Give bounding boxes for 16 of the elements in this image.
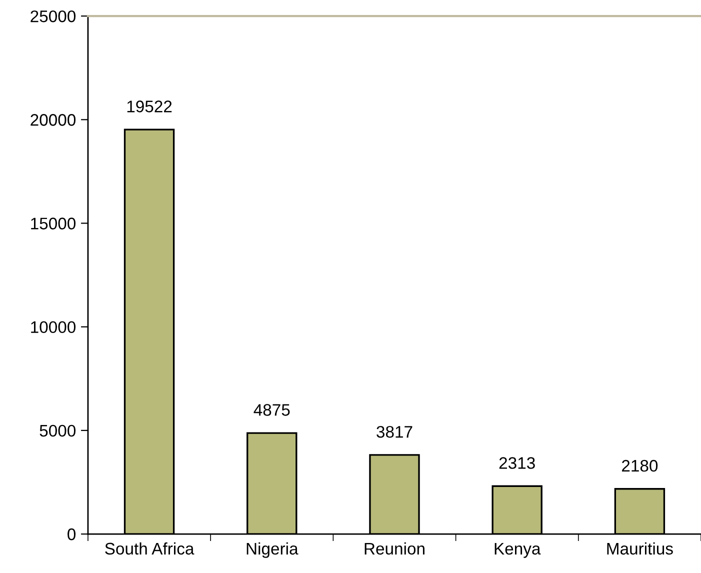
data-label: 2313 [499, 457, 535, 469]
x-tick-label: Reunion [364, 542, 424, 555]
y-tick-label: 25000 [30, 10, 76, 22]
y-tick-label: 0 [68, 528, 76, 540]
x-tick-label: South Africa [105, 542, 194, 555]
data-label: 2180 [622, 460, 658, 472]
x-tick-label: Nigeria [246, 542, 298, 558]
y-tick-label: 5000 [40, 424, 76, 437]
x-tick-label: Mauritius [607, 542, 673, 555]
data-label: 4875 [254, 404, 290, 416]
y-tick-label: 15000 [31, 218, 76, 230]
y-tick-label: 10000 [31, 321, 76, 334]
y-tick-label: 20000 [30, 114, 76, 126]
data-label: 19522 [127, 100, 172, 112]
x-tick-label: Kenya [494, 542, 541, 558]
data-label: 3817 [376, 426, 412, 438]
